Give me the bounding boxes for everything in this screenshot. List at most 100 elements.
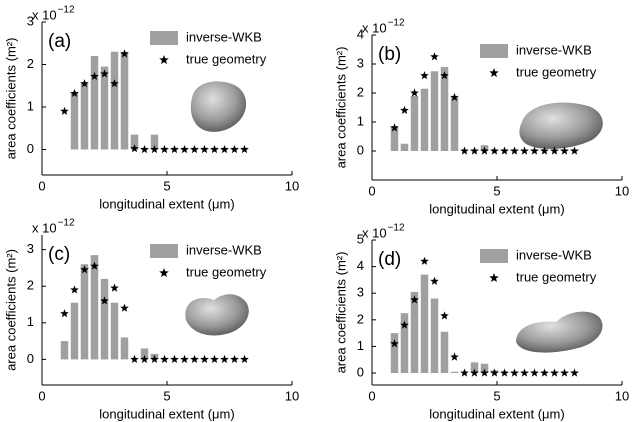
bar: [391, 333, 399, 373]
axis-multiplier: x 10: [362, 225, 387, 240]
y-tick-label: 2: [27, 56, 34, 71]
star-marker: [210, 145, 219, 153]
star-marker: [520, 369, 529, 377]
star-marker: [180, 145, 189, 153]
legend-swatch: [480, 44, 508, 58]
star-marker: [210, 355, 219, 363]
star-marker: [400, 106, 409, 114]
star-marker: [160, 145, 169, 153]
x-axis-label: longitudinal extent (μm): [429, 406, 564, 421]
x-tick-label: 5: [163, 178, 170, 193]
y-axis-label: area coefficients (m²): [3, 38, 18, 160]
star-marker: [240, 355, 249, 363]
bar: [411, 292, 419, 373]
y-tick-label: 2: [357, 84, 364, 99]
star-marker: [230, 355, 239, 363]
bar: [91, 56, 99, 150]
bar: [421, 89, 429, 151]
star-marker: [230, 145, 239, 153]
star-marker: [510, 147, 519, 155]
y-axis-label: area coefficients (m²): [3, 249, 18, 371]
star-marker: [60, 309, 69, 317]
bar: [121, 52, 129, 150]
x-tick-label: 10: [285, 178, 299, 193]
legend-label: inverse-WKB: [516, 42, 592, 57]
bar: [451, 97, 459, 151]
legend-marker: [159, 55, 169, 64]
bar: [431, 71, 439, 151]
bar: [111, 52, 119, 150]
star-marker: [130, 355, 139, 363]
legend-label: inverse-WKB: [186, 242, 262, 257]
x-tick-label: 0: [38, 388, 45, 403]
star-marker: [120, 304, 129, 312]
y-tick-label: 2: [357, 311, 364, 326]
star-marker: [190, 145, 199, 153]
star-marker: [440, 311, 449, 319]
bar: [401, 144, 409, 151]
x-tick-label: 0: [368, 388, 375, 403]
bar: [431, 299, 439, 373]
panel-label: (d): [378, 249, 401, 270]
panel-label: (a): [48, 31, 71, 52]
star-marker: [570, 369, 579, 377]
star-marker: [430, 52, 439, 60]
x-tick-label: 0: [38, 178, 45, 193]
bar: [121, 337, 129, 359]
y-tick-label: 1: [27, 314, 34, 329]
y-tick-label: 1: [357, 338, 364, 353]
legend-marker: [159, 268, 169, 277]
bar: [111, 303, 119, 360]
bar: [71, 303, 79, 360]
star-marker: [450, 353, 459, 361]
bar: [81, 264, 89, 359]
bar: [81, 84, 89, 150]
star-marker: [510, 369, 519, 377]
y-axis-label: area coefficients (m²): [333, 47, 348, 169]
star-marker: [530, 369, 539, 377]
star-marker: [60, 107, 69, 115]
x-tick-label: 5: [163, 388, 170, 403]
bar: [451, 372, 459, 373]
star-marker: [140, 145, 149, 153]
axis-multiplier-exponent: −12: [58, 5, 75, 16]
star-marker: [200, 145, 209, 153]
star-marker: [70, 285, 79, 293]
star-marker: [460, 147, 469, 155]
legend-marker: [489, 273, 499, 282]
legend-swatch: [150, 31, 178, 45]
bar: [421, 275, 429, 373]
bar: [101, 279, 109, 359]
axis-multiplier: x 10: [362, 20, 387, 35]
panel-label: (c): [48, 244, 70, 265]
legend-swatch: [480, 249, 508, 263]
legend-swatch: [150, 244, 178, 258]
shape-render: [516, 312, 603, 353]
star-marker: [470, 147, 479, 155]
x-tick-label: 5: [493, 183, 500, 198]
bar: [441, 332, 449, 373]
axis-multiplier: x 10: [32, 7, 57, 22]
star-marker: [460, 369, 469, 377]
star-marker: [490, 147, 499, 155]
y-tick-label: 1: [357, 113, 364, 128]
y-tick-label: 0: [27, 351, 34, 366]
legend-label: true geometry: [186, 264, 267, 279]
star-marker: [540, 369, 549, 377]
legend-label: inverse-WKB: [516, 247, 592, 262]
star-marker: [160, 355, 169, 363]
star-marker: [430, 277, 439, 285]
y-tick-label: 3: [27, 241, 34, 256]
star-marker: [500, 147, 509, 155]
y-tick-label: 3: [357, 285, 364, 300]
axis-multiplier-exponent: −12: [388, 223, 405, 234]
shape-render: [191, 81, 246, 132]
star-marker: [420, 257, 429, 265]
star-marker: [570, 147, 579, 155]
star-marker: [220, 145, 229, 153]
legend-label: true geometry: [516, 269, 597, 284]
panel-label: (b): [378, 44, 401, 65]
bar: [61, 341, 69, 359]
bar: [441, 67, 449, 151]
x-tick-label: 10: [615, 183, 629, 198]
